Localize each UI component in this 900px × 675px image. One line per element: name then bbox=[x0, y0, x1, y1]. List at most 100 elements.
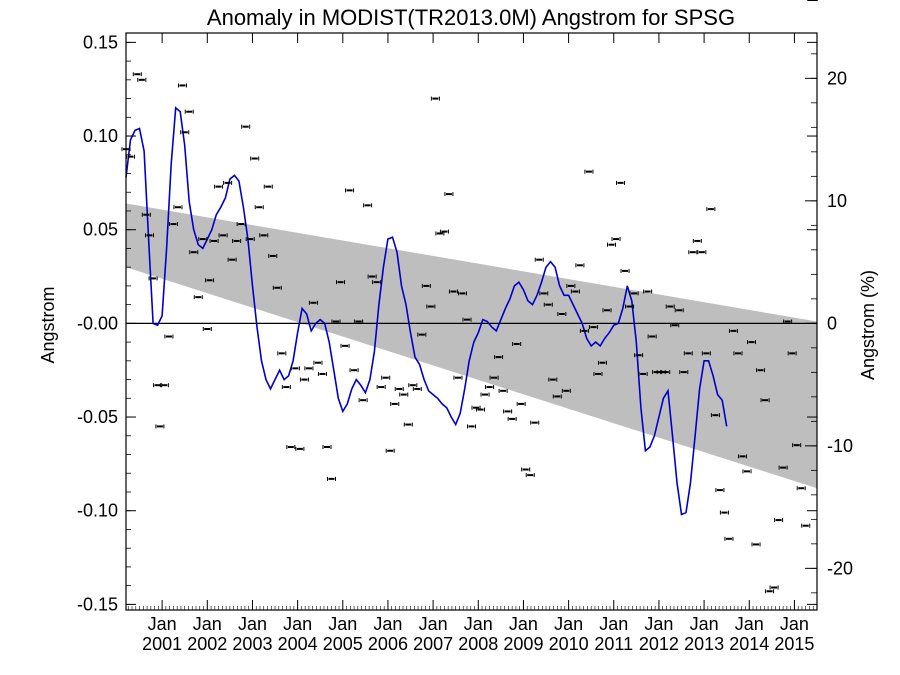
data-point bbox=[236, 222, 246, 227]
data-point bbox=[503, 409, 513, 414]
data-point bbox=[313, 360, 323, 365]
data-point bbox=[457, 291, 467, 296]
x-tick-label-month: Jan bbox=[238, 614, 267, 634]
data-point bbox=[760, 398, 770, 403]
data-point bbox=[290, 366, 300, 371]
data-point bbox=[159, 383, 169, 388]
data-point bbox=[575, 263, 585, 268]
data-point bbox=[701, 351, 711, 356]
data-point bbox=[570, 289, 580, 294]
data-point bbox=[625, 304, 635, 309]
data-point bbox=[751, 542, 761, 547]
data-point bbox=[137, 77, 147, 82]
data-point bbox=[399, 392, 409, 397]
data-point bbox=[439, 229, 449, 234]
x-tick-label-year: 2009 bbox=[503, 634, 543, 654]
data-point bbox=[426, 304, 436, 309]
data-point bbox=[539, 291, 549, 296]
data-point bbox=[403, 422, 413, 427]
x-tick-label-month: Jan bbox=[373, 614, 402, 634]
data-point bbox=[467, 424, 476, 429]
x-tick-label-month: Jan bbox=[193, 614, 222, 634]
y2-tick-label: 10 bbox=[827, 191, 847, 211]
data-point bbox=[629, 291, 639, 296]
data-point bbox=[331, 319, 341, 324]
x-tick-label-month: Jan bbox=[509, 614, 538, 634]
x-tick-label-month: Jan bbox=[419, 614, 448, 634]
data-point bbox=[272, 285, 282, 290]
y-tick-label: -0.15 bbox=[77, 594, 118, 614]
y2-tick-label: 0 bbox=[827, 313, 837, 333]
data-point bbox=[281, 385, 291, 390]
data-point bbox=[421, 283, 431, 288]
data-point bbox=[525, 473, 535, 478]
data-point bbox=[259, 233, 269, 238]
data-point bbox=[367, 274, 377, 279]
data-point bbox=[141, 212, 151, 217]
data-point bbox=[747, 340, 757, 345]
data-point bbox=[132, 72, 142, 77]
y2-tick-label: 20 bbox=[827, 68, 847, 88]
y-tick-label: -0.10 bbox=[77, 501, 118, 521]
y2-tick-label: -10 bbox=[827, 436, 853, 456]
x-tick-label-year: 2003 bbox=[232, 634, 272, 654]
data-point bbox=[602, 308, 612, 313]
data-point bbox=[308, 300, 318, 305]
x-tick-label-month: Jan bbox=[599, 614, 628, 634]
data-point bbox=[494, 355, 504, 360]
data-point bbox=[593, 371, 603, 376]
data-point bbox=[620, 268, 630, 273]
data-point bbox=[232, 238, 242, 243]
x-tick-label-year: 2005 bbox=[323, 634, 363, 654]
data-point bbox=[177, 83, 187, 88]
x-tick-label-year: 2011 bbox=[594, 634, 633, 654]
data-point bbox=[783, 319, 793, 324]
data-point bbox=[168, 222, 178, 227]
data-point bbox=[148, 276, 158, 281]
y-tick-label: 0.05 bbox=[83, 220, 118, 240]
axes-layer: 0.150.100.05-0.00-0.05-0.10-0.1520100-10… bbox=[77, 32, 853, 654]
data-point bbox=[561, 388, 571, 393]
data-point bbox=[155, 424, 165, 429]
data-point bbox=[670, 323, 680, 328]
data-point bbox=[299, 377, 309, 382]
data-point bbox=[715, 488, 725, 493]
data-point bbox=[390, 401, 400, 406]
data-point bbox=[354, 319, 364, 324]
data-point bbox=[336, 280, 346, 285]
x-tick-label-month: Jan bbox=[690, 614, 719, 634]
x-tick-label-year: 2015 bbox=[774, 634, 814, 654]
data-point bbox=[792, 443, 802, 448]
data-point bbox=[611, 237, 621, 242]
data-point bbox=[588, 325, 598, 330]
y-tick-label: -0.00 bbox=[77, 313, 118, 333]
data-point bbox=[584, 169, 594, 174]
x-tick-label-month: Jan bbox=[148, 614, 177, 634]
data-point bbox=[205, 278, 215, 283]
x-tick-label-year: 2006 bbox=[368, 634, 408, 654]
data-point bbox=[345, 188, 355, 193]
data-point bbox=[304, 366, 314, 371]
monthly-points-layer bbox=[121, 0, 818, 594]
data-point bbox=[597, 360, 607, 365]
data-point bbox=[322, 445, 332, 450]
data-point bbox=[683, 351, 693, 356]
x-tick-label-month: Jan bbox=[283, 614, 312, 634]
x-tick-label-year: 2014 bbox=[729, 634, 769, 654]
data-point bbox=[144, 233, 154, 238]
data-point bbox=[223, 180, 233, 185]
data-point bbox=[381, 375, 391, 380]
x-tick-label-month: Jan bbox=[328, 614, 357, 634]
data-point bbox=[218, 233, 228, 238]
data-point bbox=[557, 312, 567, 317]
data-point bbox=[408, 383, 418, 388]
data-point bbox=[638, 371, 648, 376]
data-point bbox=[616, 180, 626, 185]
data-point bbox=[756, 368, 766, 373]
data-point bbox=[184, 109, 194, 114]
data-point bbox=[774, 518, 784, 523]
y-axis-label: Angstrom bbox=[38, 286, 58, 363]
smoothed-series-line bbox=[125, 106, 728, 516]
data-point bbox=[198, 237, 208, 242]
x-tick-label-year: 2001 bbox=[142, 634, 182, 654]
